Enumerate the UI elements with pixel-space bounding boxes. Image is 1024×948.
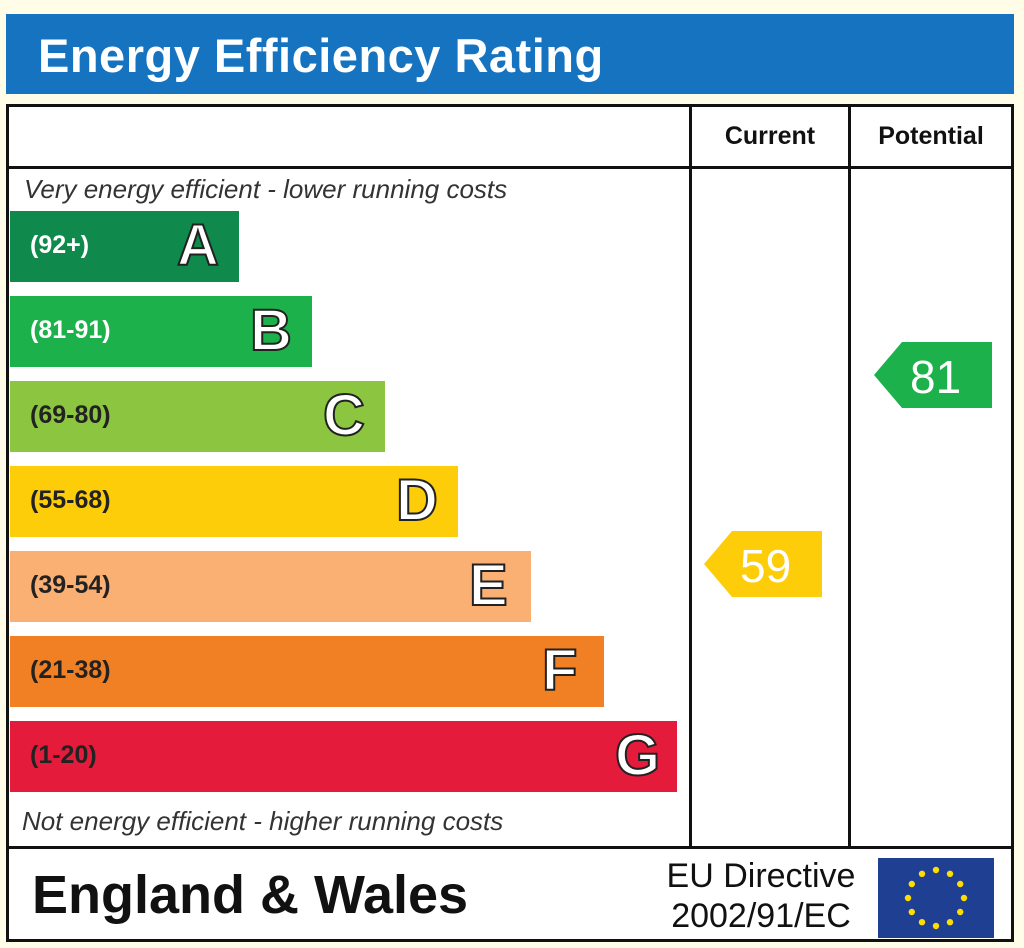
divider-current xyxy=(689,104,692,849)
title-bar: Energy Efficiency Rating xyxy=(6,14,1014,94)
band-letter: C xyxy=(322,382,366,449)
directive-line1: EU Directive xyxy=(666,857,856,895)
footer-region: England & Wales xyxy=(32,865,469,925)
star-icon xyxy=(918,919,926,926)
header-divider xyxy=(6,166,1014,169)
band-range: (39-54) xyxy=(30,571,111,599)
directive-line2: 2002/91/EC xyxy=(671,897,851,935)
star-icon xyxy=(904,894,912,902)
band-letter: A xyxy=(176,212,220,279)
band-letter: D xyxy=(395,467,439,534)
star-icon xyxy=(932,922,940,930)
current-rating-value: 59 xyxy=(740,540,792,592)
band-range: (1-20) xyxy=(30,741,97,769)
potential-rating-value: 81 xyxy=(910,351,962,403)
potential-arrow-shape xyxy=(874,342,992,408)
star-icon xyxy=(946,870,954,877)
band-d: (55-68) D xyxy=(10,466,458,537)
band-letter: E xyxy=(468,552,509,619)
top-note: Very energy efficient - lower running co… xyxy=(24,174,508,204)
column-header-current: Current xyxy=(724,122,816,150)
bottom-note: Not energy efficient - higher running co… xyxy=(22,806,504,836)
band-letter: B xyxy=(249,297,293,364)
eu-flag-icon xyxy=(878,858,994,938)
band-range: (55-68) xyxy=(30,486,111,514)
band-e: (39-54) E xyxy=(10,551,531,622)
band-g: (1-20) G xyxy=(10,721,677,792)
band-range: (69-80) xyxy=(30,401,111,429)
star-icon xyxy=(908,908,915,916)
star-icon xyxy=(918,870,926,877)
star-icon xyxy=(957,908,964,916)
column-header-potential: Potential xyxy=(878,122,984,150)
divider-potential xyxy=(848,104,851,849)
band-b: (81-91) B xyxy=(10,296,312,367)
band-letter: F xyxy=(541,637,578,704)
star-icon xyxy=(957,880,964,888)
band-f: (21-38) F xyxy=(10,636,604,707)
star-icon xyxy=(960,894,968,902)
page-title: Energy Efficiency Rating xyxy=(38,29,604,82)
footer-divider xyxy=(6,846,1014,849)
star-icon xyxy=(908,880,915,888)
current-arrow-shape xyxy=(704,531,822,597)
band-c: (69-80) C xyxy=(10,381,385,452)
band-a: (92+) A xyxy=(10,211,239,282)
band-range: (81-91) xyxy=(30,316,111,344)
star-icon xyxy=(946,919,954,926)
band-letter: G xyxy=(614,722,661,789)
star-icon xyxy=(932,866,940,874)
eu-directive: EU Directive 2002/91/EC xyxy=(660,856,862,936)
band-range: (92+) xyxy=(30,231,90,259)
band-range: (21-38) xyxy=(30,656,111,684)
eu-stars xyxy=(904,866,968,930)
